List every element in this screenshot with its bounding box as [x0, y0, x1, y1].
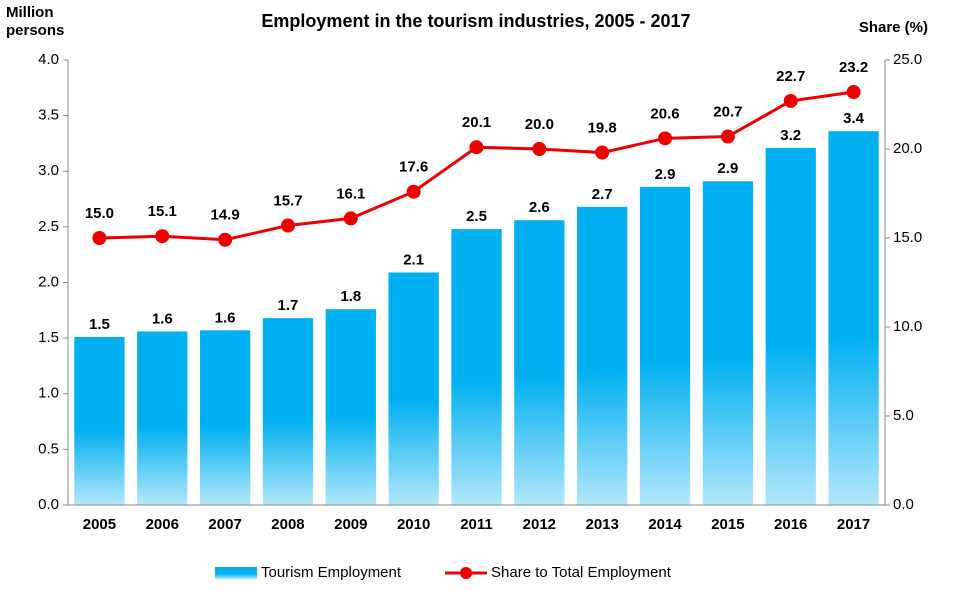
bar [199, 330, 251, 505]
bar [765, 147, 816, 505]
y-tick-label: 1.5 [38, 329, 59, 346]
line-marker [720, 129, 735, 144]
x-tick-label: 2016 [774, 516, 807, 533]
bar-value-label: 2.9 [655, 166, 676, 183]
x-tick-label: 2007 [208, 516, 241, 533]
line-value-label: 20.1 [462, 114, 491, 131]
line-value-label: 14.9 [211, 207, 240, 224]
line-marker [783, 93, 798, 108]
y-axis-title: Million persons [6, 4, 65, 39]
x-tick-label: 2009 [334, 516, 367, 533]
bar-value-label: 2.1 [403, 251, 424, 268]
bar [451, 229, 502, 505]
line-value-label: 20.7 [713, 104, 742, 121]
bar-value-label: 1.8 [340, 288, 361, 305]
y-tick-label: 3.0 [38, 162, 59, 179]
legend-label: Share to Total Employment [491, 564, 672, 581]
y2-tick-label: 25.0 [893, 51, 922, 68]
y-tick-label: 4.0 [38, 51, 59, 68]
x-tick-label: 2008 [271, 516, 304, 533]
line-value-label: 22.7 [776, 68, 805, 85]
line-value-label: 20.6 [650, 105, 679, 122]
bar [514, 220, 565, 505]
bar-value-label: 1.6 [152, 310, 173, 327]
legend-marker [460, 567, 473, 579]
line-value-label: 23.2 [839, 59, 868, 76]
line-value-label: 20.0 [525, 116, 554, 133]
x-tick-label: 2012 [523, 516, 556, 533]
bar [828, 131, 879, 505]
line-value-label: 19.8 [588, 120, 617, 137]
bar-value-label: 3.2 [780, 127, 801, 144]
y2-tick-label: 5.0 [893, 407, 914, 424]
y-tick-label: 3.5 [38, 107, 59, 124]
bar-value-label: 1.7 [278, 297, 299, 314]
line-marker [595, 145, 610, 160]
line-value-label: 17.6 [399, 159, 428, 176]
legend-label: Tourism Employment [261, 564, 402, 581]
y-tick-label: 1.0 [38, 385, 59, 402]
y-tick-label: 2.0 [38, 273, 59, 290]
bar [74, 337, 125, 505]
bar [262, 318, 314, 505]
legend-swatch [215, 567, 257, 579]
bar-value-label: 1.5 [89, 316, 110, 333]
line-marker [406, 184, 421, 199]
x-tick-label: 2010 [397, 516, 430, 533]
y2-tick-label: 10.0 [893, 318, 922, 335]
x-tick-label: 2017 [837, 516, 870, 533]
bar-value-label: 2.5 [466, 208, 487, 225]
bar-value-label: 2.9 [717, 160, 738, 177]
bar-value-label: 3.4 [843, 110, 865, 127]
x-tick-label: 2006 [146, 516, 179, 533]
x-tick-label: 2015 [711, 516, 744, 533]
line-value-label: 16.1 [336, 185, 365, 202]
line-value-label: 15.0 [85, 205, 114, 222]
bar [577, 206, 628, 505]
x-tick-label: 2011 [460, 516, 493, 533]
chart-title: Employment in the tourism industries, 20… [261, 11, 690, 31]
line-marker [280, 218, 295, 233]
x-tick-label: 2014 [648, 516, 682, 533]
y-tick-label: 2.5 [38, 218, 59, 235]
bar [388, 272, 439, 505]
y2-tick-label: 15.0 [893, 229, 922, 246]
y2-tick-label: 0.0 [893, 496, 914, 513]
y-tick-label: 0.0 [38, 496, 59, 513]
bar [137, 331, 188, 505]
y-tick-label: 0.5 [38, 440, 59, 457]
bar [639, 186, 691, 505]
line-value-label: 15.7 [273, 193, 302, 210]
line-marker [343, 211, 358, 226]
bar [702, 181, 754, 505]
line-marker [92, 231, 107, 245]
bar-value-label: 2.6 [529, 199, 550, 216]
x-tick-label: 2005 [83, 516, 116, 533]
y2-tick-label: 20.0 [893, 140, 922, 157]
line-marker [218, 232, 233, 247]
bar-value-label: 2.7 [592, 186, 613, 203]
y2-axis-title: Share (%) [859, 19, 928, 36]
line-value-label: 15.1 [148, 203, 177, 220]
line-marker [846, 85, 861, 100]
x-tick-label: 2013 [586, 516, 619, 533]
line-marker [469, 140, 484, 155]
bar [325, 309, 376, 505]
line-marker [658, 131, 673, 146]
line-marker [532, 142, 547, 156]
bar-value-label: 1.6 [215, 309, 236, 326]
line-marker [155, 229, 170, 244]
